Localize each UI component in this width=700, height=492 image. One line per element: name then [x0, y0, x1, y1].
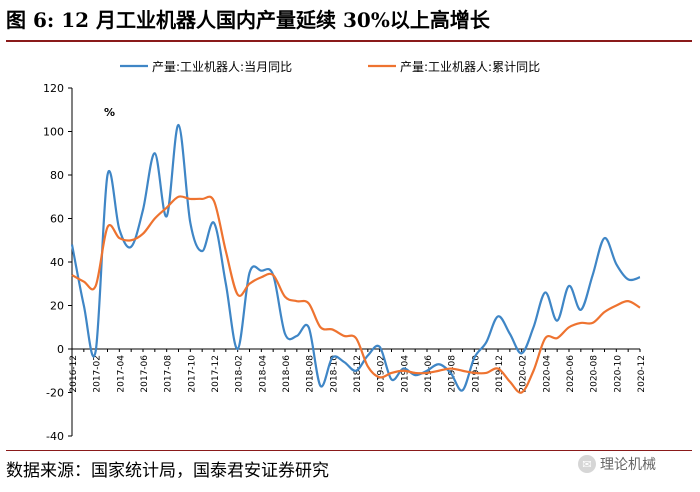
x-tick-label: 2018-02: [235, 355, 245, 393]
y-tick-label: 20: [50, 300, 64, 313]
source-divider: [6, 450, 692, 451]
x-tick-label: 2017-02: [93, 355, 103, 393]
legend-label: 产量:工业机器人:累计同比: [400, 60, 540, 74]
watermark-text: 理论机械: [600, 457, 656, 473]
y-tick-label: -40: [46, 430, 64, 443]
x-tick-label: 2018-06: [282, 355, 292, 393]
y-tick-label: 0: [57, 343, 64, 356]
y-tick-label: -20: [46, 387, 64, 400]
y-unit-label: %: [104, 106, 115, 119]
x-tick-label: 2018-12: [353, 355, 363, 393]
line-chart: -40 -20 0 20 40 60 80 100 120 2016-12 2017-02 2017-…: [43, 60, 647, 443]
y-tick-label: 120: [43, 82, 64, 95]
x-tick-label: 2017-10: [187, 355, 197, 393]
x-tick-label: 2020-04: [542, 355, 552, 393]
wechat-icon: ✉: [578, 455, 596, 473]
y-tick-label: 80: [50, 169, 64, 182]
x-tick-label: 2018-04: [258, 355, 268, 393]
legend: 产量:工业机器人:当月同比 产量:工业机器人:累计同比: [120, 60, 540, 74]
x-tick-label: 2019-04: [400, 355, 410, 393]
y-tick-label: 60: [50, 213, 64, 226]
legend-label: 产量:工业机器人:当月同比: [152, 60, 292, 74]
x-tick-label: 2016-12: [69, 355, 79, 393]
x-tick-label: 2017-06: [140, 355, 150, 393]
series-line-monthly-yoy: [70, 123, 641, 392]
x-tick-label: 2017-04: [116, 355, 126, 393]
data-source: 数据来源：国家统计局，国泰君安证券研究: [6, 461, 329, 481]
x-tick-label: 2017-12: [211, 355, 221, 393]
x-tick-label: 2018-10: [329, 355, 339, 393]
watermark: ✉ 理论机械: [578, 452, 694, 476]
series-layer: [70, 123, 641, 394]
x-tick-label: 2020-06: [566, 355, 576, 393]
x-tick-label: 2017-08: [164, 355, 174, 393]
figure-title: 图 6: 12 月工业机器人国内产量延续 30%以上高增长: [6, 8, 490, 32]
x-tick-label: 2019-12: [495, 355, 505, 393]
x-tick-label: 2020-08: [590, 355, 600, 393]
x-tick-label: 2020-12: [637, 355, 647, 393]
x-tick-label: 2019-02: [377, 355, 387, 393]
y-tick-label: 40: [50, 256, 64, 269]
x-tick-label: 2020-10: [613, 355, 623, 393]
series-line-cumulative-yoy: [71, 195, 641, 394]
x-tick-label: 2020-02: [519, 355, 529, 393]
axes-layer: -40 -20 0 20 40 60 80 100 120 2016-12 2017-02 2017-…: [43, 82, 647, 443]
title-divider: [6, 40, 692, 42]
y-tick-label: 100: [43, 126, 64, 139]
x-tick-label: 2019-08: [448, 355, 458, 393]
x-tick-label: 2018-08: [306, 355, 316, 393]
